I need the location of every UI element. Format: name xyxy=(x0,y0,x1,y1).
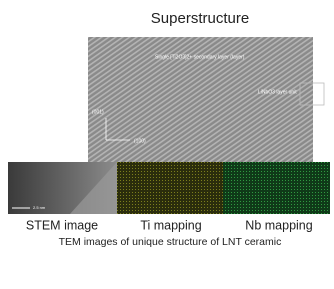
caption: TEM images of unique structure of LNT ce… xyxy=(59,236,282,248)
annotation: LiNbO3 layer unit xyxy=(258,89,297,95)
ti-map xyxy=(117,162,223,214)
panel-label: Nb mapping xyxy=(245,218,312,232)
title: Superstructure xyxy=(151,10,249,27)
panel-label: Ti mapping xyxy=(140,218,201,232)
panel-label: STEM image xyxy=(26,218,98,232)
scale-label: 2.5 nm xyxy=(33,205,46,210)
annotation: Single [Ti2O3]2+ secondary layer (layer) xyxy=(155,54,245,60)
nb-map xyxy=(223,162,330,214)
annotation: (001) xyxy=(92,109,104,115)
annotation: (100) xyxy=(134,138,146,144)
page: Superstructure Single [Ti2O3]2+ secondar… xyxy=(0,0,334,289)
figure: Superstructure Single [Ti2O3]2+ secondar… xyxy=(0,0,334,289)
